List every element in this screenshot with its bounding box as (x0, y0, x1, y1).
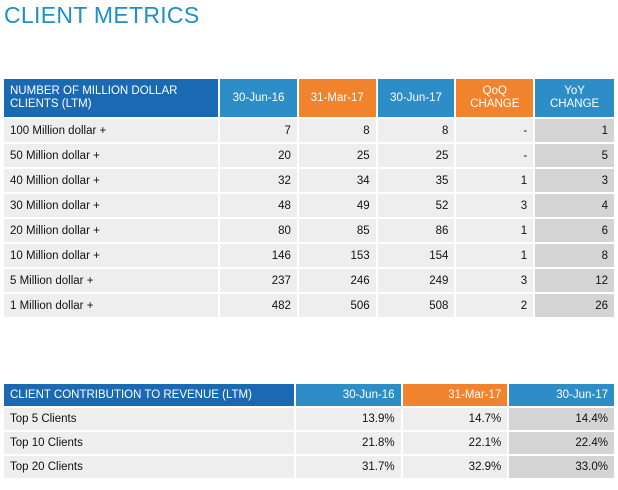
cell-30-jun-16: 48 (220, 194, 297, 217)
cell-30-jun-16: 31.7% (295, 456, 401, 478)
table-header-row: CLIENT CONTRIBUTION TO REVENUE (LTM) 30-… (4, 384, 614, 406)
cell-qoq-change: 1 (456, 219, 534, 242)
cell-31-mar-17: 506 (298, 294, 376, 317)
table-header-row: NUMBER OF MILLION DOLLAR CLIENTS (LTM) 3… (4, 79, 614, 117)
header-million-dollar-clients: NUMBER OF MILLION DOLLAR CLIENTS (LTM) (4, 79, 219, 117)
header-client-contribution: CLIENT CONTRIBUTION TO REVENUE (LTM) (4, 384, 294, 406)
cell-yoy-change: 5 (535, 144, 614, 167)
cell-30-jun-17: 508 (377, 294, 455, 317)
header-col-31-mar-17: 31-Mar-17 (298, 79, 376, 117)
cell-30-jun-16: 237 (220, 269, 297, 292)
cell-30-jun-17: 52 (377, 194, 455, 217)
row-label: 40 Million dollar + (4, 169, 219, 192)
cell-30-jun-16: 482 (220, 294, 297, 317)
cell-30-jun-16: 20 (220, 144, 297, 167)
cell-qoq-change: - (456, 119, 534, 142)
table-row: 20 Million dollar + 80 85 86 1 6 (4, 219, 614, 242)
cell-qoq-change: - (456, 144, 534, 167)
million-dollar-clients-table: NUMBER OF MILLION DOLLAR CLIENTS (LTM) 3… (2, 77, 616, 319)
cell-qoq-change: 3 (456, 269, 534, 292)
cell-30-jun-17: 33.0% (509, 456, 614, 478)
cell-31-mar-17: 153 (298, 244, 376, 267)
row-label: Top 10 Clients (4, 432, 294, 454)
cell-31-mar-17: 246 (298, 269, 376, 292)
table-row: 5 Million dollar + 237 246 249 3 12 (4, 269, 614, 292)
cell-qoq-change: 1 (456, 244, 534, 267)
cell-30-jun-16: 32 (220, 169, 297, 192)
cell-31-mar-17: 8 (298, 119, 376, 142)
row-label: 30 Million dollar + (4, 194, 219, 217)
header-line: NUMBER OF MILLION DOLLAR (10, 85, 178, 97)
cell-30-jun-16: 13.9% (295, 408, 401, 430)
cell-30-jun-17: 14.4% (509, 408, 614, 430)
cell-30-jun-17: 22.4% (509, 432, 614, 454)
table-row: Top 20 Clients 31.7% 32.9% 33.0% (4, 456, 614, 478)
table-row: Top 10 Clients 21.8% 22.1% 22.4% (4, 432, 614, 454)
client-contribution-table: CLIENT CONTRIBUTION TO REVENUE (LTM) 30-… (2, 382, 616, 480)
header-col-30-jun-17: 30-Jun-17 (377, 79, 455, 117)
header-yoy-change: YoY CHANGE (535, 79, 614, 117)
row-label: 50 Million dollar + (4, 144, 219, 167)
cell-qoq-change: 2 (456, 294, 534, 317)
row-label: Top 20 Clients (4, 456, 294, 478)
cell-30-jun-17: 154 (377, 244, 455, 267)
cell-yoy-change: 12 (535, 269, 614, 292)
header-col-31-mar-17: 31-Mar-17 (402, 384, 508, 406)
page-title: CLIENT METRICS (4, 2, 200, 28)
cell-qoq-change: 3 (456, 194, 534, 217)
cell-31-mar-17: 32.9% (402, 456, 508, 478)
row-label: 20 Million dollar + (4, 219, 219, 242)
table-row: Top 5 Clients 13.9% 14.7% 14.4% (4, 408, 614, 430)
cell-31-mar-17: 85 (298, 219, 376, 242)
cell-31-mar-17: 49 (298, 194, 376, 217)
header-col-30-jun-16: 30-Jun-16 (295, 384, 401, 406)
row-label: 5 Million dollar + (4, 269, 219, 292)
cell-yoy-change: 3 (535, 169, 614, 192)
cell-30-jun-17: 35 (377, 169, 455, 192)
cell-yoy-change: 6 (535, 219, 614, 242)
cell-30-jun-17: 8 (377, 119, 455, 142)
table-row: 50 Million dollar + 20 25 25 - 5 (4, 144, 614, 167)
cell-30-jun-17: 249 (377, 269, 455, 292)
cell-31-mar-17: 14.7% (402, 408, 508, 430)
header-col-30-jun-17: 30-Jun-17 (509, 384, 614, 406)
header-line: CHANGE (470, 98, 520, 110)
table-row: 40 Million dollar + 32 34 35 1 3 (4, 169, 614, 192)
cell-31-mar-17: 22.1% (402, 432, 508, 454)
row-label: 10 Million dollar + (4, 244, 219, 267)
cell-30-jun-17: 25 (377, 144, 455, 167)
header-line: CHANGE (550, 98, 600, 110)
header-qoq-change: QoQ CHANGE (456, 79, 534, 117)
table-row: 1 Million dollar + 482 506 508 2 26 (4, 294, 614, 317)
row-label: Top 5 Clients (4, 408, 294, 430)
cell-30-jun-16: 80 (220, 219, 297, 242)
cell-31-mar-17: 34 (298, 169, 376, 192)
row-label: 100 Million dollar + (4, 119, 219, 142)
cell-30-jun-16: 7 (220, 119, 297, 142)
table-row: 30 Million dollar + 48 49 52 3 4 (4, 194, 614, 217)
row-label: 1 Million dollar + (4, 294, 219, 317)
header-line: CLIENTS (LTM) (10, 98, 92, 110)
header-line: QoQ (482, 85, 507, 97)
cell-yoy-change: 8 (535, 244, 614, 267)
cell-30-jun-16: 146 (220, 244, 297, 267)
cell-qoq-change: 1 (456, 169, 534, 192)
cell-yoy-change: 26 (535, 294, 614, 317)
cell-30-jun-16: 21.8% (295, 432, 401, 454)
table-row: 100 Million dollar + 7 8 8 - 1 (4, 119, 614, 142)
header-col-30-jun-16: 30-Jun-16 (220, 79, 297, 117)
cell-31-mar-17: 25 (298, 144, 376, 167)
cell-yoy-change: 4 (535, 194, 614, 217)
cell-30-jun-17: 86 (377, 219, 455, 242)
cell-yoy-change: 1 (535, 119, 614, 142)
header-line: YoY (564, 85, 585, 97)
table-row: 10 Million dollar + 146 153 154 1 8 (4, 244, 614, 267)
